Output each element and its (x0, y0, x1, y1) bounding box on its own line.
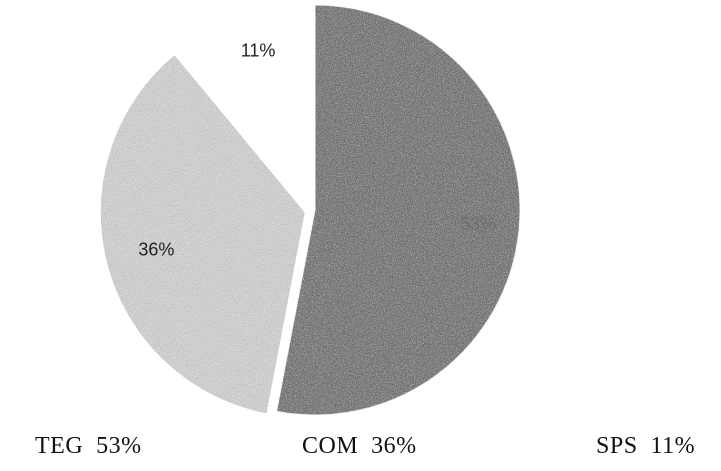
pie-slice-labels: 53% 36% 11% (138, 41, 496, 260)
pie-slice-teg (276, 4, 521, 416)
slice-value-label-sps: 11% (241, 41, 276, 61)
pie-slice-sps (184, 5, 315, 210)
slice-value-label-com: 36% (138, 239, 174, 259)
pie-slices (99, 4, 521, 416)
legend-item-sps: SPS 11% (596, 433, 695, 459)
legend-item-com: COM 36% (302, 433, 417, 459)
legend: TEG 53% COM 36% SPS 11% (35, 433, 695, 459)
pie-slice-com (99, 53, 306, 415)
legend-item-teg: TEG 53% (35, 433, 142, 459)
slice-value-label-teg: 53% (460, 214, 496, 234)
